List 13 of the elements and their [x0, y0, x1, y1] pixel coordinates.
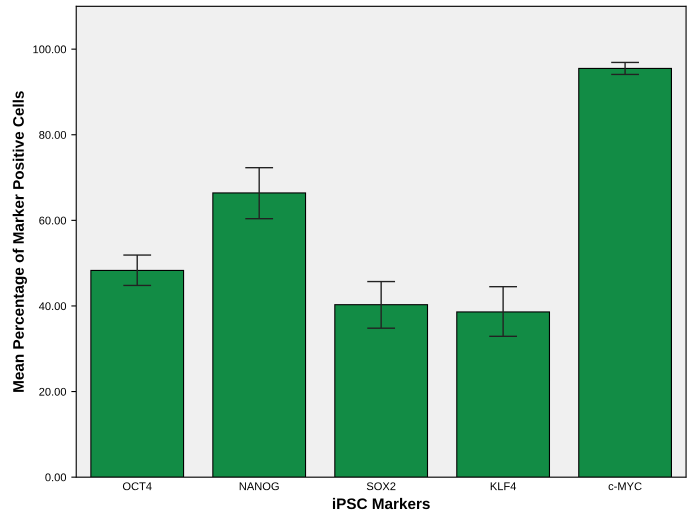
- y-tick-label: 100.00: [33, 45, 66, 54]
- x-axis-title: iPSC Markers: [332, 498, 430, 510]
- y-tick-label: 40.00: [38, 302, 66, 310]
- y-tick-label: 0.00: [45, 473, 66, 482]
- y-axis-title: Mean Percentage of Marker Positive Cells: [12, 91, 27, 392]
- y-tick-label: 80.00: [39, 131, 66, 139]
- x-tick-label: KLF4: [490, 482, 516, 490]
- y-tick-label: 60.00: [39, 216, 66, 224]
- x-tick-label: NANOG: [240, 482, 279, 490]
- x-tick-label: c-MYC: [608, 482, 642, 490]
- x-tick-label: OCT4: [122, 482, 152, 490]
- x-tick-label: SOX2: [366, 482, 396, 490]
- y-tick-label: 20.00: [39, 388, 66, 396]
